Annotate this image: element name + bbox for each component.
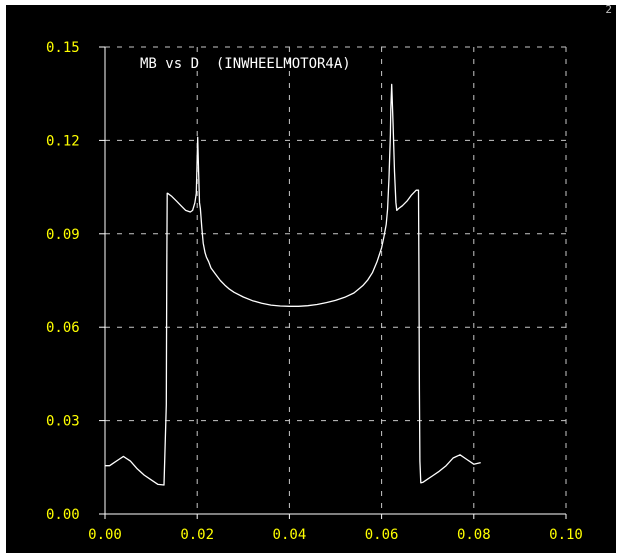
x-tick-label: 0.08: [457, 527, 491, 543]
grid-layer: [105, 46, 567, 514]
chart-title: MB vs D (INWHEELMOTOR4A): [140, 56, 351, 72]
x-tick-label: 0.10: [549, 527, 583, 543]
y-tick-label: 0.15: [46, 40, 80, 56]
y-tick-label: 0.03: [46, 414, 80, 430]
y-tick-label: 0.12: [46, 133, 80, 149]
series-line-0: [105, 83, 481, 486]
y-tick-label: 0.00: [46, 507, 80, 523]
y-tick-label: 0.06: [46, 320, 80, 336]
y-tick-label: 0.09: [46, 227, 80, 243]
tick-labels: 0.00 0.02 0.04 0.06 0.08 0.10 0.00 0.03 0.06 0.09…: [46, 40, 583, 543]
x-tick-label: 0.04: [273, 527, 307, 543]
mb-vs-d-chart: 0.00 0.02 0.04 0.06 0.08 0.10 0.00 0.03 0.06 0.09…: [46, 40, 583, 543]
plot-panel: 2 0.00 0.02 0.04 0.06 0.08 0.10 0.00 0.03 0.06 0.…: [6, 3, 616, 553]
axes-layer: [99, 46, 567, 519]
corner-mark: 2: [605, 3, 612, 16]
x-tick-label: 0.00: [88, 527, 122, 543]
x-tick-label: 0.02: [180, 527, 214, 543]
x-tick-label: 0.06: [365, 527, 399, 543]
series-layer: [105, 83, 481, 486]
